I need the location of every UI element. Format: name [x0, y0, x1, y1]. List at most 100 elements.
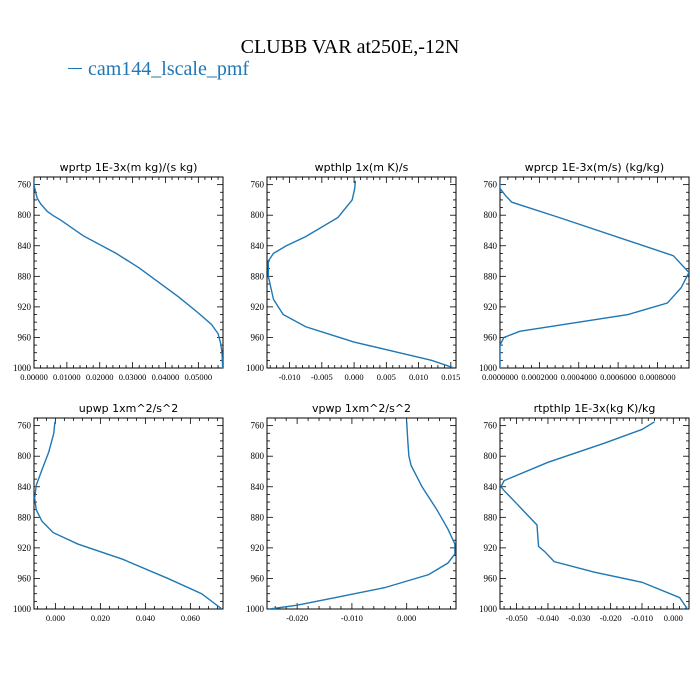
x-tick-label: 0.060: [181, 613, 200, 623]
subplot-5: vpwp 1xm^2/s^2 760 800 840 880 920 960 1000 -0.0…: [246, 402, 457, 623]
y-tick-label: 960: [18, 573, 32, 583]
x-tick-label: 0.02000: [86, 372, 114, 382]
y-tick-label: 1000: [246, 604, 265, 614]
y-tick-label: 920: [18, 543, 32, 553]
y-tick-label: 1000: [246, 363, 265, 373]
y-tick-label: 880: [251, 271, 265, 281]
series-line: [34, 180, 223, 368]
y-tick-label: 1000: [479, 363, 498, 373]
subplot-title: rtpthlp 1E-3x(kg K)/kg: [534, 402, 656, 415]
x-tick-label: -0.030: [568, 613, 590, 623]
x-tick-label: 0.04000: [152, 372, 180, 382]
x-tick-label: 0.0004000: [561, 372, 597, 382]
y-tick-label: 1000: [479, 604, 498, 614]
x-tick-label: 0.0008000: [639, 372, 675, 382]
plot-frame: [499, 176, 690, 369]
y-tick-label: 760: [251, 421, 265, 431]
x-tick-label: 0.000: [345, 372, 364, 382]
y-tick-label: 840: [484, 482, 498, 492]
x-tick-label: -0.010: [279, 372, 301, 382]
y-tick-label: 880: [18, 271, 32, 281]
plot-frame: [266, 417, 457, 610]
series-line: [269, 421, 456, 609]
y-tick-label: 800: [251, 451, 265, 461]
subplot-title: wprtp 1E-3x(m kg)/(s kg): [60, 161, 198, 174]
y-tick-label: 840: [18, 241, 32, 251]
x-tick-label: 0.000: [397, 613, 416, 623]
x-tick-label: -0.020: [286, 613, 308, 623]
y-tick-label: 760: [484, 180, 498, 190]
y-tick-label: 920: [251, 543, 265, 553]
x-tick-label: 0.0006000: [600, 372, 636, 382]
subplot-6: rtpthlp 1E-3x(kg K)/kg 760 800 840 880 920 960…: [479, 402, 690, 623]
x-tick-label: 0.010: [409, 372, 428, 382]
y-tick-label: 960: [18, 332, 32, 342]
y-tick-label: 920: [484, 302, 498, 312]
legend: cam144_lscale_pmf: [68, 58, 249, 81]
y-tick-label: 920: [251, 302, 265, 312]
y-tick-label: 800: [18, 210, 32, 220]
y-tick-label: 760: [484, 421, 498, 431]
y-tick-label: 840: [251, 482, 265, 492]
x-tick-label: -0.010: [341, 613, 363, 623]
x-tick-label: 0.03000: [119, 372, 147, 382]
y-tick-label: 960: [484, 332, 498, 342]
series-line: [267, 180, 455, 368]
plot-frame: [499, 417, 690, 610]
x-tick-label: -0.040: [537, 613, 559, 623]
y-tick-label: 840: [18, 482, 32, 492]
y-tick-label: 920: [18, 302, 32, 312]
x-tick-label: 0.000: [664, 613, 683, 623]
x-tick-label: -0.050: [506, 613, 528, 623]
x-tick-label: -0.020: [600, 613, 622, 623]
y-tick-label: 760: [251, 180, 265, 190]
series-line: [500, 421, 689, 609]
series-line: [500, 180, 689, 368]
y-tick-label: 800: [18, 451, 32, 461]
y-tick-label: 840: [484, 241, 498, 251]
y-tick-label: 960: [251, 332, 265, 342]
x-tick-label: 0.01000: [53, 372, 81, 382]
y-tick-label: 800: [484, 210, 498, 220]
y-tick-label: 800: [251, 210, 265, 220]
subplot-title: upwp 1xm^2/s^2: [79, 402, 179, 415]
legend-entry: cam144_lscale_pmf: [88, 58, 250, 80]
x-tick-label: -0.010: [631, 613, 653, 623]
y-tick-label: 920: [484, 543, 498, 553]
y-tick-label: 880: [18, 512, 32, 522]
x-tick-label: 0.015: [441, 372, 460, 382]
subplot-3: wprcp 1E-3x(m/s) (kg/kg) 760 800 840 880 920 9…: [479, 161, 690, 382]
subplot-title: vpwp 1xm^2/s^2: [312, 402, 411, 415]
y-tick-label: 1000: [13, 363, 32, 373]
y-tick-label: 880: [251, 512, 265, 522]
plot-frame: [33, 417, 224, 610]
subplot-4: upwp 1xm^2/s^2 760 800 840 880 920 960 1000 0.00…: [13, 402, 224, 623]
y-tick-label: 960: [251, 573, 265, 583]
x-tick-label: 0.05000: [185, 372, 213, 382]
y-tick-label: 840: [251, 241, 265, 251]
y-tick-label: 960: [484, 573, 498, 583]
plot-frame: [266, 176, 457, 369]
y-tick-label: 880: [484, 271, 498, 281]
subplot-1: wprtp 1E-3x(m kg)/(s kg) 760 800 840 880 920 9…: [13, 161, 224, 382]
x-tick-label: 0.0002000: [521, 372, 557, 382]
series-line: [34, 421, 223, 609]
subplot-title: wpthlp 1x(m K)/s: [315, 161, 409, 174]
y-tick-label: 880: [484, 512, 498, 522]
y-tick-label: 760: [18, 180, 32, 190]
x-tick-label: 0.005: [377, 372, 396, 382]
legend-line-swatch: [68, 67, 82, 69]
x-tick-label: 0.0000000: [482, 372, 518, 382]
x-tick-label: 0.020: [91, 613, 110, 623]
x-tick-label: 0.000: [46, 613, 65, 623]
x-tick-label: 0.00000: [20, 372, 48, 382]
plot-frame: [33, 176, 224, 369]
subplot-2: wpthlp 1x(m K)/s 760 800 840 880 920 960 1000 -0…: [246, 161, 460, 382]
page-title: CLUBB VAR at250E,-12N: [240, 36, 460, 58]
x-tick-label: 0.040: [136, 613, 155, 623]
y-tick-label: 800: [484, 451, 498, 461]
x-tick-label: -0.005: [311, 372, 333, 382]
y-tick-label: 1000: [13, 604, 32, 614]
